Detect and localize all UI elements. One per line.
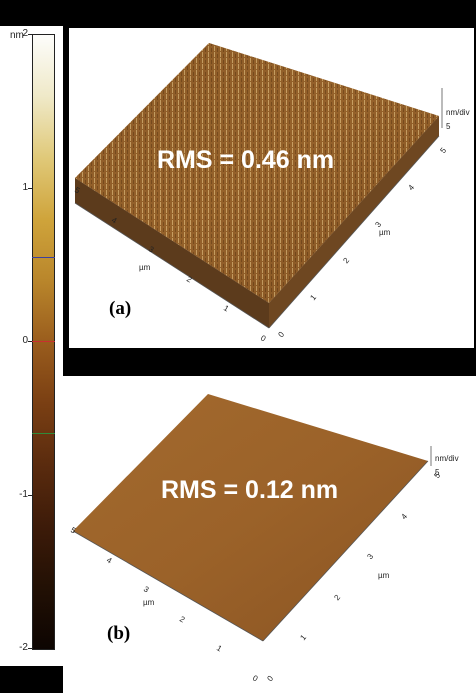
colorbar-tick-mark [28, 187, 32, 189]
colorbar-tick-label: -1 [19, 488, 28, 500]
xy-unit-right-a: µm [379, 228, 391, 237]
xy-unit-right-b: µm [378, 571, 390, 580]
colorbar-tick-mark [28, 34, 32, 35]
rms-label-a: RMS = 0.46 nm [157, 146, 335, 174]
colorbar-unit: nm [10, 30, 24, 41]
z-unit-b: nm/div [435, 454, 459, 463]
xy-unit-left-b: µm [143, 598, 155, 607]
colorbar-tick-mark [28, 494, 32, 496]
colorbar-tick-mark [28, 648, 32, 649]
panel-tag-b: (b) [107, 623, 131, 644]
colorbar-tick-label: 1 [22, 181, 28, 193]
colorbar-marker [32, 433, 55, 435]
colorbar-marker [32, 256, 55, 258]
xy-unit-left-a: µm [139, 263, 151, 272]
panel-tag-a: (a) [109, 298, 132, 319]
colorbar-tick-label: -2 [19, 642, 28, 653]
afm-surface-a [74, 43, 443, 329]
rms-label-b: RMS = 0.12 nm [161, 476, 339, 504]
colorbar-marker [32, 341, 55, 342]
z-tick-a: 5 [446, 122, 451, 131]
colorbar-tick-label: 2 [22, 28, 28, 39]
colorbar-tick-mark [28, 341, 32, 342]
colorbar [32, 34, 55, 650]
afm-surface-b [72, 394, 432, 642]
z-tick-b: 5 [435, 468, 440, 477]
z-unit-a: nm/div [446, 108, 470, 117]
colorbar-tick-label: 0 [22, 335, 28, 346]
